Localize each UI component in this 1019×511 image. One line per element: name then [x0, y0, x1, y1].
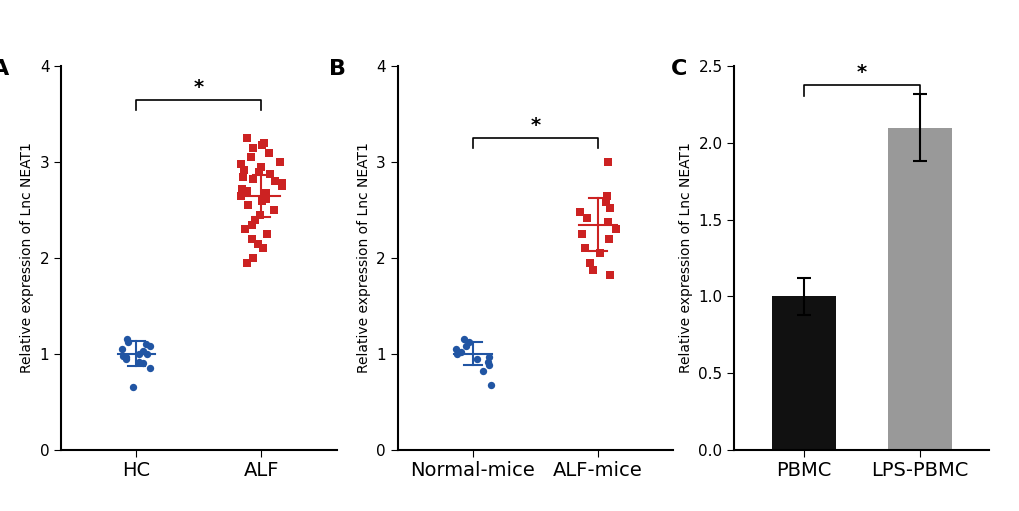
Point — [574, 230, 590, 238]
Point — [258, 230, 274, 238]
Point — [239, 201, 256, 210]
Point — [452, 348, 469, 356]
Point — [238, 259, 255, 267]
Point — [257, 195, 273, 203]
Point — [475, 367, 491, 375]
Point — [142, 364, 158, 373]
Point — [468, 355, 484, 363]
Point — [118, 355, 135, 363]
Point — [571, 208, 587, 216]
Point — [238, 187, 255, 195]
Point — [251, 168, 267, 176]
Point — [114, 345, 130, 353]
Point — [479, 358, 495, 366]
Point — [461, 338, 477, 346]
Point — [262, 170, 278, 178]
Text: A: A — [0, 59, 9, 79]
Point — [236, 166, 253, 174]
Point — [258, 189, 274, 197]
Point — [458, 342, 474, 351]
Point — [142, 342, 158, 351]
Point — [135, 347, 151, 355]
Point — [131, 350, 148, 358]
Point — [235, 173, 252, 181]
Point — [581, 259, 597, 267]
Point — [238, 134, 255, 143]
Text: *: * — [856, 63, 866, 82]
Y-axis label: Relative expression of Lnc NEAT1: Relative expression of Lnc NEAT1 — [357, 143, 370, 374]
Text: *: * — [530, 117, 540, 135]
Point — [261, 149, 277, 157]
Point — [236, 225, 253, 234]
Point — [233, 185, 250, 193]
Text: B: B — [328, 59, 345, 79]
Point — [576, 244, 592, 252]
Point — [448, 350, 465, 358]
Point — [244, 235, 260, 243]
Point — [139, 350, 155, 358]
Point — [597, 198, 613, 206]
Point — [601, 204, 618, 213]
Point — [482, 380, 498, 388]
Point — [119, 338, 136, 346]
Point — [254, 244, 270, 252]
Point — [254, 196, 270, 204]
Point — [118, 353, 135, 361]
Point — [243, 153, 259, 161]
Point — [598, 192, 614, 200]
Text: *: * — [194, 78, 204, 97]
Point — [267, 177, 283, 185]
Point — [245, 144, 261, 152]
Point — [607, 225, 624, 234]
Point — [244, 220, 260, 228]
Point — [273, 182, 289, 190]
Point — [131, 358, 148, 366]
Point — [591, 249, 607, 258]
Point — [245, 175, 261, 183]
Point — [253, 163, 269, 171]
Point — [578, 214, 594, 222]
Point — [247, 216, 263, 224]
Point — [245, 254, 261, 262]
Point — [138, 340, 154, 349]
Point — [255, 139, 271, 147]
Point — [118, 335, 135, 343]
Point — [455, 335, 472, 343]
Point — [601, 271, 618, 280]
Point — [115, 352, 131, 360]
Point — [599, 218, 615, 226]
Point — [271, 158, 287, 166]
Point — [584, 265, 600, 273]
Point — [250, 240, 266, 248]
Point — [481, 361, 497, 369]
Point — [232, 192, 249, 200]
Point — [135, 359, 151, 367]
Point — [480, 353, 496, 361]
Bar — [888, 128, 951, 450]
Y-axis label: Relative expression of Lnc NEAT1: Relative expression of Lnc NEAT1 — [20, 143, 34, 374]
Point — [274, 179, 290, 188]
Point — [124, 383, 141, 391]
Text: C: C — [671, 59, 687, 79]
Bar — [771, 296, 835, 450]
Point — [251, 211, 267, 219]
Point — [447, 345, 464, 353]
Y-axis label: Relative expression of Lnc NEAT1: Relative expression of Lnc NEAT1 — [679, 143, 692, 374]
Point — [600, 235, 616, 243]
Point — [266, 206, 282, 214]
Point — [232, 160, 249, 168]
Point — [254, 141, 270, 149]
Point — [599, 158, 615, 166]
